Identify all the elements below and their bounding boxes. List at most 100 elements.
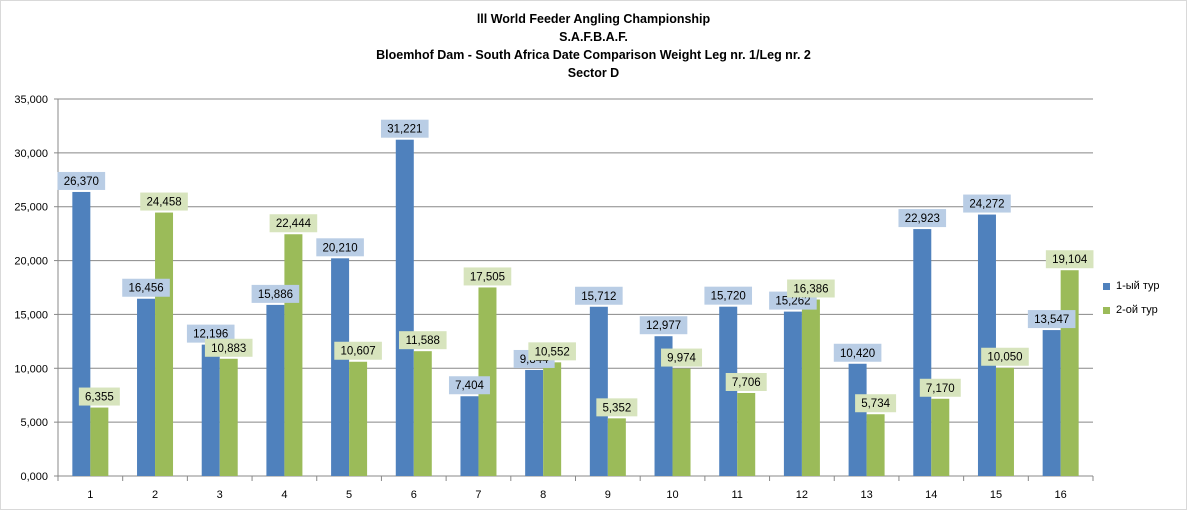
data-label: 24,458 bbox=[146, 197, 181, 209]
data-label-box bbox=[898, 209, 947, 228]
x-tick-label: 9 bbox=[605, 489, 611, 501]
data-label: 5,734 bbox=[861, 398, 890, 410]
bar-series-2 bbox=[672, 368, 691, 476]
x-tick-label: 2 bbox=[152, 489, 158, 501]
bar-series-1 bbox=[913, 229, 932, 476]
data-label-box bbox=[251, 284, 300, 303]
x-tick-label: 1 bbox=[87, 489, 93, 501]
data-label: 15,262 bbox=[775, 296, 810, 308]
data-label-box bbox=[57, 171, 106, 190]
data-label: 20,210 bbox=[323, 242, 358, 254]
data-label-box bbox=[855, 394, 897, 413]
x-tick-label: 15 bbox=[990, 489, 1002, 501]
data-label-box bbox=[725, 372, 767, 391]
bar-series-1 bbox=[589, 306, 608, 476]
bar-series-1 bbox=[783, 311, 802, 476]
data-label-box bbox=[186, 324, 235, 343]
data-label-box bbox=[919, 378, 961, 397]
data-label: 7,706 bbox=[732, 377, 761, 389]
legend-swatch-series-2 bbox=[1103, 306, 1110, 314]
data-label: 6,355 bbox=[85, 392, 114, 404]
data-label-box bbox=[963, 194, 1011, 213]
data-label: 19,104 bbox=[1052, 254, 1088, 266]
data-label-box bbox=[639, 316, 688, 335]
bar-series-1 bbox=[977, 214, 996, 476]
title-line-3: Bloemhof Dam - South Africa Date Compari… bbox=[376, 48, 811, 62]
bar-series-2 bbox=[931, 398, 950, 476]
bar-series-2 bbox=[543, 362, 562, 476]
data-label-box bbox=[140, 192, 188, 211]
bar-series-1 bbox=[331, 258, 350, 476]
legend-swatch-series-1 bbox=[1103, 282, 1110, 290]
data-label: 5,352 bbox=[602, 402, 631, 414]
bar-series-2 bbox=[737, 392, 756, 476]
data-label-box bbox=[981, 347, 1029, 366]
data-label: 12,196 bbox=[193, 329, 228, 341]
legend-label-series-2: 2-ой тур bbox=[1116, 304, 1158, 316]
bar-series-1 bbox=[848, 363, 867, 476]
data-label: 17,505 bbox=[470, 271, 505, 283]
bar-series-1 bbox=[137, 298, 156, 476]
data-label: 7,170 bbox=[926, 383, 955, 395]
data-label-box bbox=[833, 343, 882, 362]
bar-series-2 bbox=[413, 351, 432, 476]
data-label: 7,404 bbox=[455, 380, 484, 392]
bar-series-2 bbox=[866, 414, 885, 476]
y-tick-label: 20,000 bbox=[14, 256, 48, 268]
x-tick-label: 4 bbox=[281, 489, 287, 501]
bar-series-2 bbox=[90, 407, 109, 476]
legend-label-series-1: 1-ый тур bbox=[1116, 280, 1160, 292]
x-tick-label: 16 bbox=[1055, 489, 1067, 501]
bar-series-1 bbox=[201, 344, 220, 476]
x-tick-label: 7 bbox=[475, 489, 481, 501]
data-label-box bbox=[596, 398, 638, 417]
x-tick-label: 10 bbox=[666, 489, 678, 501]
x-tick-label: 11 bbox=[732, 489, 743, 501]
x-tick-label: 12 bbox=[796, 489, 808, 501]
x-tick-label: 3 bbox=[217, 489, 223, 501]
x-tick-label: 5 bbox=[346, 489, 352, 501]
y-tick-label: 5,000 bbox=[20, 417, 48, 429]
data-label-box bbox=[575, 286, 623, 305]
data-label-box bbox=[528, 342, 576, 361]
data-label: 10,420 bbox=[840, 348, 875, 360]
bar-series-2 bbox=[349, 361, 368, 476]
y-tick-label: 35,000 bbox=[14, 94, 48, 106]
bar-series-2 bbox=[1060, 270, 1079, 476]
data-label: 15,712 bbox=[581, 291, 616, 303]
x-tick-label: 8 bbox=[540, 489, 546, 501]
x-tick-label: 13 bbox=[860, 489, 872, 501]
data-label-box bbox=[122, 278, 170, 297]
data-label: 15,720 bbox=[711, 291, 746, 303]
data-label-box bbox=[787, 279, 835, 298]
data-label-box bbox=[78, 387, 120, 406]
data-label: 9,974 bbox=[667, 353, 696, 365]
title-line-4: Sector D bbox=[567, 66, 620, 80]
bar-series-2 bbox=[995, 367, 1014, 476]
data-label: 16,386 bbox=[793, 283, 828, 295]
data-label-box bbox=[334, 341, 382, 360]
x-tick-label: 14 bbox=[925, 489, 937, 501]
data-label-box bbox=[661, 348, 703, 367]
x-tick-label: 6 bbox=[411, 489, 417, 501]
y-tick-label: 0,000 bbox=[20, 471, 48, 483]
bar-series-2 bbox=[219, 358, 238, 476]
data-label-box bbox=[1027, 310, 1076, 329]
data-label-box bbox=[380, 119, 429, 138]
y-tick-label: 15,000 bbox=[14, 309, 48, 321]
data-label: 10,552 bbox=[535, 346, 570, 358]
data-label: 26,370 bbox=[64, 176, 99, 188]
data-label-box bbox=[204, 338, 253, 357]
data-label: 24,272 bbox=[969, 199, 1004, 211]
bar-series-2 bbox=[801, 299, 820, 476]
bar-series-1 bbox=[719, 306, 738, 476]
y-tick-label: 30,000 bbox=[14, 148, 48, 160]
data-label-box bbox=[463, 267, 512, 286]
bar-series-1 bbox=[1042, 330, 1061, 476]
chart-title: lll World Feeder Angling Championship S.… bbox=[0, 10, 1187, 82]
data-label: 11,588 bbox=[406, 335, 440, 347]
data-label-box bbox=[398, 331, 447, 350]
bar-series-1 bbox=[654, 336, 673, 476]
data-label: 10,607 bbox=[341, 346, 376, 358]
